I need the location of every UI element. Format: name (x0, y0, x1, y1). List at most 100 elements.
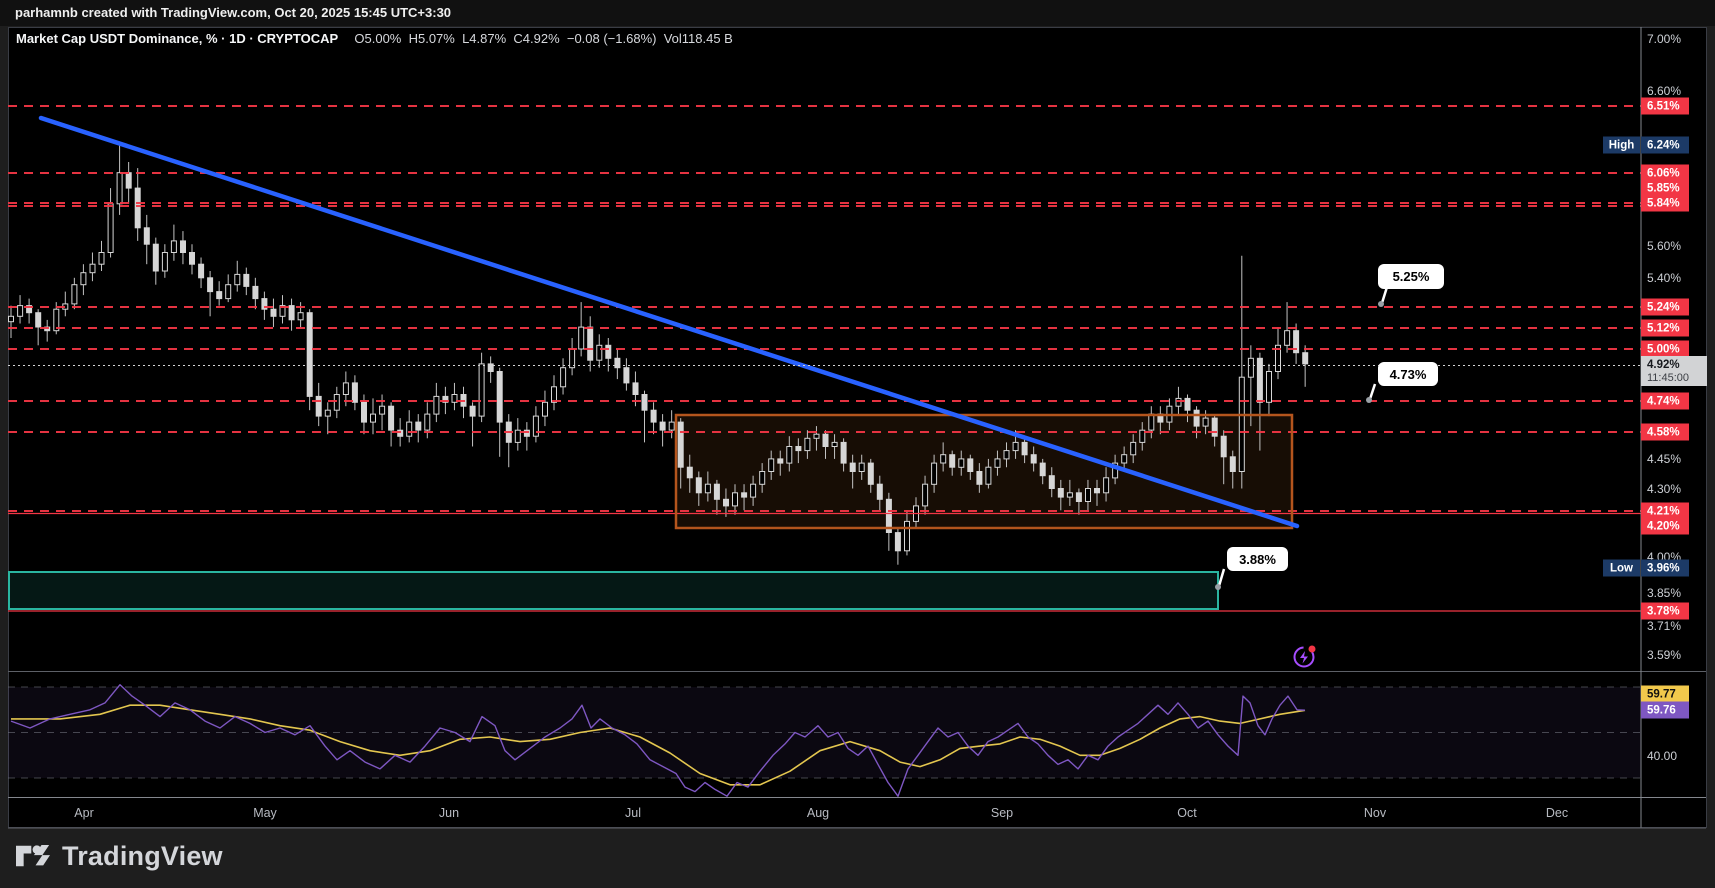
price-tick-label: 5.60% (1647, 239, 1682, 253)
candle (143, 227, 150, 245)
candle (98, 252, 105, 265)
candle (315, 395, 322, 417)
candle (876, 483, 883, 500)
callout-tail (1368, 383, 1377, 400)
range-box-fill[interactable] (676, 415, 1292, 528)
price-callout-label[interactable]: 4.73% (1378, 362, 1438, 386)
candle (976, 471, 983, 485)
time-axis-month[interactable]: Dec (1545, 806, 1569, 820)
candle (849, 462, 856, 473)
candle (523, 429, 530, 437)
candle (1021, 441, 1028, 456)
candle (885, 498, 892, 533)
candle (677, 421, 684, 468)
tradingview-logo-icon (16, 844, 50, 867)
price-level-badge: 3.78% (1641, 602, 1689, 620)
candle (53, 308, 60, 332)
price-callout-label[interactable]: 3.88% (1227, 547, 1288, 571)
time-axis-month[interactable]: Jul (625, 806, 641, 820)
time-axis-month[interactable]: May (253, 806, 277, 820)
candle (1193, 409, 1200, 427)
time-axis-month[interactable]: Oct (1177, 806, 1197, 820)
low-marker-caption: Low (1603, 559, 1640, 577)
candle (967, 458, 974, 472)
candle (424, 413, 431, 431)
candle (1284, 330, 1291, 346)
candle (650, 409, 657, 423)
candle (189, 252, 195, 265)
price-tick-label: 5.40% (1647, 271, 1682, 285)
callout-anchor-dot (1378, 301, 1384, 307)
candle (1039, 462, 1046, 477)
notification-dot (1308, 645, 1316, 653)
candle (288, 305, 295, 321)
candle (1130, 441, 1137, 456)
rsi-line[interactable] (10, 684, 1306, 797)
candle (777, 458, 784, 464)
rsi-value-badge: 59.76 (1641, 701, 1689, 719)
candle (931, 462, 938, 485)
candle (904, 520, 910, 552)
rsi-ma-line[interactable] (11, 704, 1306, 786)
range-box-border[interactable] (674, 413, 1294, 530)
time-axis-month[interactable]: Jun (438, 806, 460, 820)
candle (985, 466, 992, 485)
ohlc-values: O5.00% H5.07% L4.87% C4.92% −0.08 (−1.68… (347, 31, 733, 46)
target-box-border[interactable] (8, 571, 1219, 610)
candle (532, 415, 539, 437)
candle (234, 273, 241, 286)
candle (840, 441, 847, 464)
candle (134, 187, 141, 229)
descending-trendline[interactable] (38, 115, 1300, 529)
price-level-badge: 5.84% (1641, 194, 1689, 212)
candle (542, 401, 548, 417)
chart-legend[interactable]: Market Cap USDT Dominance, % · 1D · CRYP… (16, 31, 733, 46)
price-level-badge: 5.24% (1641, 298, 1689, 316)
candle (1302, 352, 1309, 365)
candle (949, 454, 956, 468)
time-axis-month[interactable]: Nov (1363, 806, 1387, 820)
candle (388, 405, 395, 431)
candle (1220, 435, 1227, 458)
time-axis-month[interactable]: Sep (990, 806, 1014, 820)
price-level-badge: 5.85% (1641, 179, 1689, 197)
candle (596, 344, 603, 361)
candle (1112, 462, 1119, 479)
candle (487, 363, 494, 372)
candle (560, 367, 567, 388)
candle (723, 498, 729, 507)
time-axis-month[interactable]: Apr (74, 806, 94, 820)
candle (8, 315, 14, 323)
candle (1003, 450, 1010, 460)
candle (17, 305, 24, 317)
candle (180, 240, 186, 253)
price-tick-label: 7.00% (1647, 32, 1682, 46)
candle (207, 277, 214, 293)
candle (1266, 371, 1272, 403)
callout-anchor-dot (1215, 584, 1221, 590)
rsi-tick-label: 40.00 (1647, 749, 1678, 763)
tradingview-logo[interactable]: TradingView (14, 839, 223, 873)
chart-widget[interactable] (8, 27, 1707, 828)
candle (451, 394, 458, 403)
candle (89, 263, 96, 274)
candle (695, 477, 702, 494)
price-level-badge: 6.06% (1641, 164, 1689, 182)
price-tick-label: 3.71% (1647, 619, 1682, 633)
footer-bar: TradingView (0, 829, 1715, 888)
candle (1202, 417, 1209, 427)
candle (125, 172, 132, 189)
price-callout-label[interactable]: 5.25% (1378, 264, 1444, 289)
candle (786, 446, 793, 464)
symbol-title: Market Cap USDT Dominance, % · 1D · CRYP… (16, 31, 339, 46)
candle (370, 413, 376, 423)
boost-icon[interactable] (1293, 646, 1315, 668)
candle (170, 240, 177, 253)
time-axis-month[interactable]: Aug (806, 806, 830, 820)
callout-tail (1217, 568, 1226, 587)
target-box-fill[interactable] (9, 572, 1218, 609)
candle (569, 348, 576, 369)
candle (478, 363, 485, 417)
candle (198, 263, 205, 279)
